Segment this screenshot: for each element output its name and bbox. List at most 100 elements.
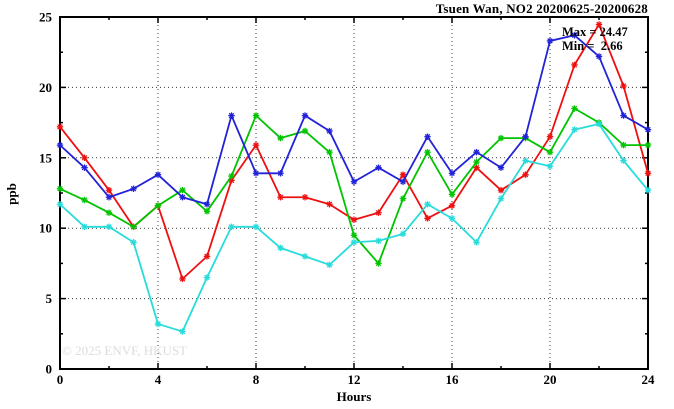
marker-arm bbox=[106, 194, 112, 200]
marker-arm bbox=[449, 170, 455, 177]
data-point-marker bbox=[203, 201, 211, 208]
marker-arm bbox=[302, 194, 308, 200]
data-point-marker bbox=[546, 148, 554, 156]
data-point-marker bbox=[326, 148, 333, 156]
marker-arm bbox=[424, 149, 431, 155]
data-point-marker bbox=[375, 237, 382, 245]
marker-arm bbox=[498, 135, 504, 141]
data-point-marker bbox=[595, 21, 603, 28]
data-point-marker bbox=[326, 261, 333, 269]
marker-arm bbox=[351, 239, 357, 246]
marker-arm bbox=[130, 186, 137, 192]
data-point-marker bbox=[105, 223, 113, 230]
marker-arm bbox=[179, 276, 186, 282]
data-point-marker bbox=[350, 216, 358, 223]
data-point-marker bbox=[546, 163, 554, 170]
data-point-marker bbox=[154, 320, 162, 328]
data-point-marker bbox=[130, 223, 137, 230]
marker-arm bbox=[424, 215, 431, 222]
marker-arm bbox=[620, 157, 627, 164]
marker-arm bbox=[522, 171, 529, 178]
marker-arm bbox=[473, 164, 480, 171]
marker-arm bbox=[449, 215, 455, 222]
data-point-marker bbox=[399, 195, 407, 202]
marker-arm bbox=[473, 159, 480, 165]
data-point-marker bbox=[81, 196, 88, 204]
x-tick-label: 24 bbox=[642, 372, 656, 387]
marker-arm bbox=[449, 191, 455, 198]
data-point-marker bbox=[644, 170, 652, 177]
marker-arm bbox=[400, 178, 406, 185]
data-point-marker bbox=[473, 148, 480, 156]
data-point-marker bbox=[620, 141, 627, 149]
x-tick-label: 0 bbox=[57, 372, 64, 387]
data-point-marker bbox=[620, 157, 627, 164]
marker-arm bbox=[155, 171, 161, 178]
min-value-annotation: Min = 2.66 bbox=[562, 39, 623, 53]
y-tick-label: 25 bbox=[39, 10, 53, 25]
data-point-marker bbox=[424, 148, 431, 156]
data-point-marker bbox=[522, 157, 529, 164]
y-tick-label: 5 bbox=[46, 291, 53, 306]
marker-arm bbox=[277, 135, 284, 141]
marker-arm bbox=[620, 142, 627, 148]
marker-arm bbox=[81, 155, 88, 161]
marker-arm bbox=[204, 274, 210, 281]
data-point-marker bbox=[497, 164, 505, 171]
marker-arm bbox=[302, 253, 308, 260]
data-point-marker bbox=[228, 223, 235, 230]
marker-arm bbox=[106, 224, 112, 230]
marker-arm bbox=[106, 187, 112, 193]
data-point-marker bbox=[228, 112, 235, 119]
data-point-marker bbox=[448, 191, 456, 198]
data-point-marker bbox=[497, 186, 505, 194]
marker-arm bbox=[302, 112, 308, 119]
data-point-marker bbox=[203, 274, 211, 281]
marker-arm bbox=[277, 194, 284, 200]
data-point-marker bbox=[571, 32, 578, 39]
data-point-marker bbox=[326, 201, 333, 208]
data-point-marker bbox=[644, 186, 652, 194]
watermark: © 2025 ENVF, HKUST bbox=[62, 343, 188, 358]
marker-arm bbox=[179, 328, 186, 335]
marker-arm bbox=[498, 187, 504, 193]
marker-arm bbox=[400, 195, 406, 202]
marker-arm bbox=[228, 112, 235, 119]
data-point-marker bbox=[399, 178, 407, 185]
data-point-marker bbox=[644, 141, 652, 149]
data-point-marker bbox=[424, 201, 431, 208]
marker-arm bbox=[498, 195, 504, 202]
data-point-marker bbox=[644, 126, 652, 133]
max-value-annotation: Max = 24.47 bbox=[562, 25, 628, 39]
marker-arm bbox=[645, 126, 651, 133]
marker-arm bbox=[204, 208, 210, 215]
data-point-marker bbox=[301, 253, 309, 260]
data-point-marker bbox=[522, 133, 529, 140]
data-point-marker bbox=[228, 172, 235, 180]
data-point-marker bbox=[277, 194, 284, 201]
data-point-marker bbox=[424, 215, 431, 222]
data-point-marker bbox=[375, 260, 382, 267]
marker-arm bbox=[277, 170, 284, 177]
marker-arm bbox=[498, 164, 504, 171]
marker-arm bbox=[326, 128, 333, 134]
marker-arm bbox=[645, 142, 651, 148]
marker-arm bbox=[571, 126, 578, 133]
marker-arm bbox=[596, 21, 602, 28]
data-point-marker bbox=[546, 133, 554, 140]
data-point-marker bbox=[277, 170, 284, 177]
marker-arm bbox=[473, 239, 480, 246]
marker-arm bbox=[547, 163, 553, 170]
marker-arm bbox=[571, 62, 578, 68]
marker-arm bbox=[596, 53, 602, 60]
data-point-marker bbox=[56, 123, 64, 131]
marker-arm bbox=[155, 202, 161, 209]
data-point-marker bbox=[56, 201, 64, 208]
data-point-marker bbox=[350, 178, 358, 185]
marker-arm bbox=[547, 133, 553, 140]
marker-arm bbox=[326, 149, 333, 155]
marker-arm bbox=[326, 262, 333, 268]
marker-arm bbox=[473, 149, 480, 155]
marker-arm bbox=[620, 83, 627, 89]
